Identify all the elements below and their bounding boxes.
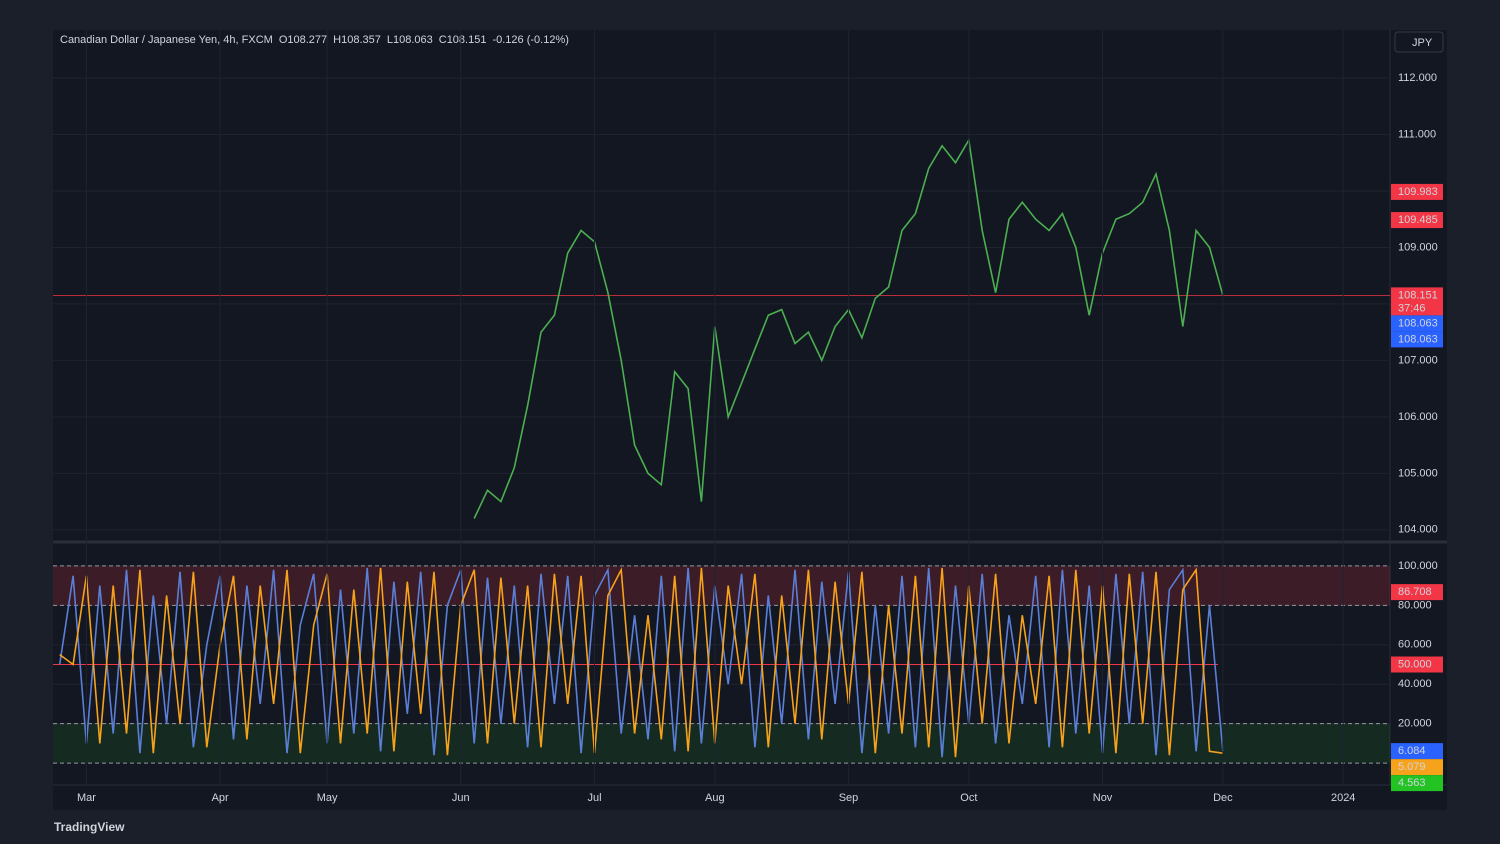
price-badge-label: 108.063 <box>1398 333 1438 345</box>
ohlc-value: -0.126 (-0.12%) <box>492 34 568 46</box>
y-tick-label: 104.000 <box>1398 524 1438 536</box>
price-badge <box>1391 775 1443 792</box>
price-badge <box>1391 656 1443 673</box>
x-tick-label: May <box>317 792 338 804</box>
y-tick-label: 109.000 <box>1398 241 1438 253</box>
x-tick-label: Mar <box>77 792 96 804</box>
price-badge <box>1391 759 1443 776</box>
currency-label: JPY <box>1412 37 1433 49</box>
price-badge <box>1391 743 1443 760</box>
y-tick-label: 105.000 <box>1398 467 1438 479</box>
price-badge-label: 108.151 <box>1398 289 1438 301</box>
price-badge-label: 109.485 <box>1398 214 1438 226</box>
y-tick-label: 107.000 <box>1398 354 1438 366</box>
x-tick-label: Oct <box>960 792 977 804</box>
price-badge-label: 6.084 <box>1398 745 1426 757</box>
y-tick-label: 40.000 <box>1398 678 1432 690</box>
x-tick-label: Apr <box>212 792 229 804</box>
price-badge-label: 109.983 <box>1398 186 1438 198</box>
price-badge-label: 50.000 <box>1398 658 1432 670</box>
x-tick-label: 2024 <box>1331 792 1355 804</box>
y-tick-label: 112.000 <box>1398 72 1437 84</box>
price-badge <box>1391 287 1443 316</box>
y-tick-label: 80.000 <box>1398 599 1432 611</box>
x-tick-label: Dec <box>1213 792 1233 804</box>
price-badge-label: 5.079 <box>1398 761 1426 773</box>
y-tick-label: 100.000 <box>1398 560 1438 572</box>
x-tick-label: Jun <box>452 792 470 804</box>
y-tick-label: 20.000 <box>1398 718 1432 730</box>
oversold-zone <box>53 723 1390 764</box>
x-tick-label: Nov <box>1093 792 1113 804</box>
price-badge <box>1391 315 1443 332</box>
price-badge <box>1391 212 1443 229</box>
x-tick-label: Aug <box>705 792 725 804</box>
series-line <box>59 566 1224 758</box>
ohlc-value: H108.357 <box>333 34 381 46</box>
symbol-title: Canadian Dollar / Japanese Yen, 4h, FXCM <box>60 34 273 46</box>
price-badge-label: 108.063 <box>1398 317 1438 329</box>
price-badge-label: 4.563 <box>1398 777 1426 789</box>
price-badge <box>1391 584 1443 601</box>
x-tick-label: Jul <box>587 792 601 804</box>
price-badge-countdown: 37:46 <box>1398 302 1426 314</box>
price-badge-label: 86.708 <box>1398 586 1432 598</box>
price-badge <box>1391 183 1443 200</box>
x-tick-label: Sep <box>839 792 859 804</box>
price-badge <box>1391 331 1443 348</box>
ohlc-value: O108.277 <box>279 34 327 46</box>
y-tick-label: 106.000 <box>1398 411 1438 423</box>
y-tick-label: 111.000 <box>1398 128 1436 140</box>
ohlc-value: L108.063 <box>387 34 433 46</box>
ohlc-value: C108.151 <box>439 34 487 46</box>
footer-brand: TradingView <box>54 820 125 834</box>
currency-button[interactable] <box>1394 31 1444 53</box>
overbought-zone <box>53 565 1390 606</box>
y-tick-label: 60.000 <box>1398 639 1432 651</box>
